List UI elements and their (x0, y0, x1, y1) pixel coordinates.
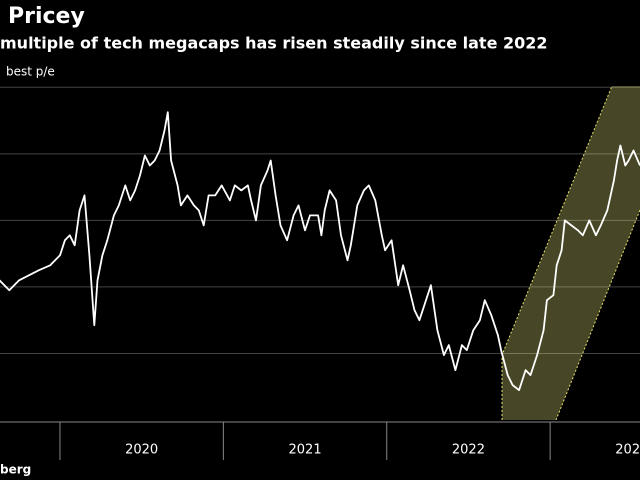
chart-title: Pricey (8, 4, 85, 29)
line-series (0, 111, 640, 392)
x-tick-label: 2021 (289, 443, 322, 458)
x-tick-label: 2022 (452, 443, 485, 458)
axis-label: best p/e (6, 65, 55, 79)
source: berg (0, 463, 31, 477)
chart-subtitle: multiple of tech megacaps has risen stea… (0, 34, 548, 53)
trend-channel (502, 86, 640, 420)
x-tick-label: 2020 (125, 443, 158, 458)
x-tick-label: 2023 (615, 443, 640, 458)
trend-channel-edge (555, 209, 640, 421)
